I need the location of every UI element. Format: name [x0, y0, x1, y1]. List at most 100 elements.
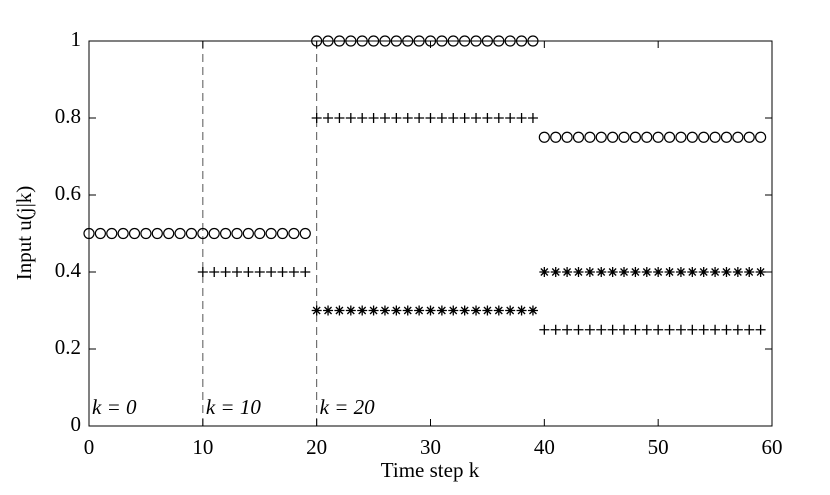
marker-shape	[721, 324, 732, 335]
point	[721, 267, 732, 277]
point	[641, 131, 653, 143]
marker-shape	[687, 324, 698, 335]
marker-shape	[686, 131, 698, 143]
y-tick-label: 1	[71, 27, 82, 51]
point	[653, 324, 664, 335]
marker-shape	[402, 113, 413, 123]
marker-shape	[538, 131, 550, 143]
marker-shape	[357, 113, 368, 123]
point	[163, 227, 175, 240]
point	[607, 324, 618, 335]
point	[516, 305, 527, 316]
marker-shape	[368, 113, 379, 123]
point	[266, 267, 277, 277]
point	[539, 267, 550, 277]
marker-shape	[345, 305, 356, 316]
marker-shape	[698, 131, 710, 143]
point	[368, 305, 379, 316]
marker-shape	[630, 267, 641, 277]
point	[618, 131, 630, 143]
marker-shape	[698, 324, 709, 335]
marker-shape	[254, 227, 266, 240]
marker-shape	[675, 131, 687, 143]
marker-shape	[550, 267, 561, 277]
marker-shape	[561, 131, 573, 143]
marker-shape	[482, 305, 493, 316]
point	[505, 305, 516, 316]
y-axis-label: Input u(j|k)	[12, 186, 36, 281]
marker-shape	[243, 267, 254, 277]
point	[561, 131, 573, 143]
marker-shape	[459, 305, 470, 316]
point	[698, 324, 709, 335]
point	[493, 305, 504, 316]
point	[584, 267, 595, 277]
point	[687, 267, 698, 277]
marker-shape	[641, 324, 652, 335]
marker-shape	[618, 131, 630, 143]
marker-shape	[755, 267, 766, 277]
y-tick-label: 0.2	[55, 335, 81, 359]
y-tick-label: 0.8	[55, 104, 81, 128]
marker-shape	[209, 267, 220, 277]
x-tick-label: 30	[420, 435, 441, 459]
marker-shape	[664, 324, 675, 335]
x-tick-label: 50	[648, 435, 669, 459]
marker-shape	[220, 227, 232, 240]
point	[720, 131, 733, 143]
point	[414, 305, 425, 316]
marker-shape	[106, 227, 118, 240]
marker-shape	[550, 324, 561, 335]
marker-shape	[140, 227, 152, 240]
point	[675, 131, 687, 143]
marker-shape	[596, 324, 607, 335]
point	[686, 131, 698, 143]
point	[550, 324, 561, 335]
marker-shape	[710, 324, 721, 335]
marker-shape	[231, 267, 242, 277]
point	[471, 305, 482, 316]
marker-shape	[698, 267, 709, 277]
marker-shape	[323, 305, 334, 316]
marker-shape	[687, 267, 698, 277]
point	[402, 305, 413, 316]
marker-shape	[755, 324, 766, 335]
marker-shape	[174, 227, 186, 240]
marker-shape	[128, 227, 141, 240]
point	[698, 131, 710, 143]
point	[698, 267, 709, 277]
point	[117, 227, 129, 240]
point	[459, 113, 470, 123]
x-tick-label: 60	[762, 435, 783, 459]
marker-shape	[493, 113, 504, 123]
point	[595, 131, 607, 143]
marker-shape	[471, 113, 482, 123]
marker-shape	[425, 305, 436, 316]
point	[357, 113, 368, 123]
point	[379, 305, 390, 316]
point	[573, 267, 584, 277]
point	[732, 324, 743, 335]
marker-shape	[607, 324, 618, 335]
point	[288, 227, 300, 240]
point	[664, 267, 675, 277]
marker-shape	[550, 131, 562, 143]
marker-shape	[311, 305, 322, 316]
point	[596, 324, 607, 335]
point	[368, 113, 379, 123]
point	[334, 113, 345, 123]
marker-shape	[482, 113, 493, 123]
marker-shape	[379, 305, 390, 316]
point	[288, 267, 299, 277]
marker-shape	[299, 227, 311, 240]
marker-shape	[208, 227, 220, 240]
marker-shape	[254, 267, 265, 277]
marker-shape	[391, 113, 402, 123]
point	[345, 113, 356, 123]
y-tick-label: 0	[71, 412, 82, 436]
y-tick-label: 0.4	[55, 258, 82, 282]
point	[619, 267, 630, 277]
point	[538, 131, 550, 143]
marker-shape	[345, 113, 356, 123]
